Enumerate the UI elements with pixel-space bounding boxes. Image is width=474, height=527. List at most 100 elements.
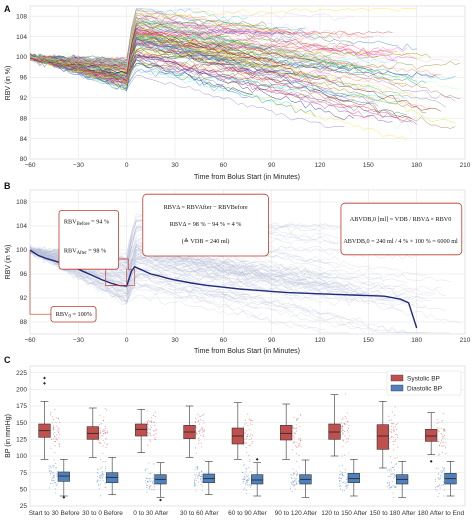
data-point bbox=[199, 432, 201, 434]
data-point bbox=[145, 482, 147, 484]
panel-a-y-ticks: 80 84 88 92 96 100 104 108 bbox=[16, 13, 27, 163]
data-point bbox=[48, 467, 50, 470]
data-point bbox=[390, 470, 392, 472]
data-point bbox=[101, 466, 103, 468]
data-point bbox=[154, 411, 156, 413]
data-point bbox=[99, 427, 101, 429]
data-point bbox=[147, 444, 149, 446]
rbv-trace bbox=[29, 47, 224, 68]
diastolic-box bbox=[57, 471, 70, 482]
data-point bbox=[50, 437, 52, 439]
rbv-trace bbox=[29, 8, 417, 72]
rbv-trace bbox=[30, 56, 417, 125]
data-point bbox=[438, 492, 440, 494]
data-point bbox=[55, 434, 57, 436]
data-point bbox=[100, 475, 102, 477]
data-point bbox=[249, 419, 251, 421]
data-point bbox=[99, 442, 101, 444]
data-point bbox=[344, 482, 346, 484]
data-point bbox=[345, 442, 347, 444]
data-point bbox=[148, 478, 150, 480]
data-point bbox=[155, 433, 157, 435]
data-point bbox=[152, 482, 154, 484]
data-point bbox=[388, 487, 390, 489]
data-point bbox=[443, 495, 445, 497]
data-point bbox=[50, 466, 52, 469]
y-tick-label: 92 bbox=[20, 295, 28, 302]
abv-formula-line-1: ABVDB,0 [ml] = VDB / RBVΔ × RBV0 bbox=[350, 216, 452, 223]
panel-b-y-ticks: 88 92 96 100 104 108 bbox=[16, 199, 27, 326]
panel-c: Start to 30 Before 30 to 0 Before 0 to 30 … bbox=[5, 365, 466, 517]
data-point bbox=[241, 478, 243, 480]
data-point bbox=[52, 433, 54, 435]
data-point bbox=[99, 475, 101, 477]
data-point bbox=[247, 479, 250, 481]
data-point bbox=[99, 483, 101, 485]
data-point bbox=[442, 481, 444, 483]
data-point bbox=[392, 426, 395, 428]
data-point bbox=[53, 465, 55, 467]
x-tick-label: 150 bbox=[363, 162, 374, 169]
data-point bbox=[393, 429, 395, 431]
data-point bbox=[342, 439, 344, 441]
rbv0-box bbox=[50, 305, 97, 323]
data-point bbox=[147, 423, 149, 425]
x-tick-label: 90 bbox=[268, 337, 276, 344]
data-point bbox=[149, 472, 151, 475]
data-point bbox=[194, 482, 196, 484]
data-point bbox=[203, 422, 205, 424]
data-point bbox=[194, 479, 196, 481]
data-point bbox=[102, 475, 104, 477]
data-point bbox=[342, 431, 344, 433]
data-point bbox=[437, 429, 439, 432]
data-point bbox=[291, 483, 293, 485]
panel-c-legend: Systolic BP Diastolic BP bbox=[386, 370, 462, 396]
data-point bbox=[438, 421, 440, 423]
data-point bbox=[56, 439, 58, 441]
data-point bbox=[248, 418, 250, 420]
data-point bbox=[292, 481, 295, 483]
data-point bbox=[442, 484, 444, 486]
data-point bbox=[442, 475, 444, 477]
y-tick-label: 108 bbox=[16, 13, 27, 20]
data-point bbox=[249, 483, 251, 486]
x-tick-label: 210 bbox=[460, 337, 471, 344]
data-point bbox=[100, 467, 102, 469]
data-point bbox=[440, 427, 443, 429]
data-point bbox=[393, 496, 395, 498]
rbv-trace bbox=[29, 248, 451, 334]
data-point bbox=[196, 432, 198, 435]
data-point bbox=[243, 489, 245, 491]
data-point bbox=[442, 437, 444, 439]
data-point bbox=[394, 457, 396, 459]
data-point bbox=[145, 477, 147, 479]
data-point bbox=[444, 447, 447, 449]
data-point bbox=[53, 474, 55, 476]
rbv-trace bbox=[29, 55, 345, 128]
data-point bbox=[346, 473, 348, 475]
data-point bbox=[344, 393, 346, 395]
data-point bbox=[346, 485, 348, 487]
outlier-marker bbox=[62, 495, 66, 499]
data-point bbox=[99, 431, 101, 434]
data-point bbox=[195, 467, 197, 469]
data-point bbox=[243, 481, 245, 483]
data-point bbox=[393, 428, 395, 430]
data-point bbox=[101, 435, 103, 437]
data-point bbox=[104, 481, 106, 484]
outlier-marker bbox=[429, 459, 433, 463]
rbv-trace bbox=[29, 250, 364, 293]
data-point bbox=[50, 470, 52, 472]
x-tick-label: 30 to 60 After bbox=[180, 510, 220, 517]
data-point bbox=[200, 419, 202, 421]
data-point bbox=[248, 485, 250, 487]
data-point bbox=[390, 461, 393, 463]
data-point bbox=[437, 440, 439, 442]
data-point bbox=[441, 445, 443, 447]
data-point bbox=[346, 486, 348, 488]
data-point bbox=[149, 425, 151, 427]
data-point bbox=[439, 487, 441, 489]
data-point bbox=[445, 430, 447, 432]
rbv-trace bbox=[29, 17, 301, 73]
data-point bbox=[294, 480, 296, 482]
